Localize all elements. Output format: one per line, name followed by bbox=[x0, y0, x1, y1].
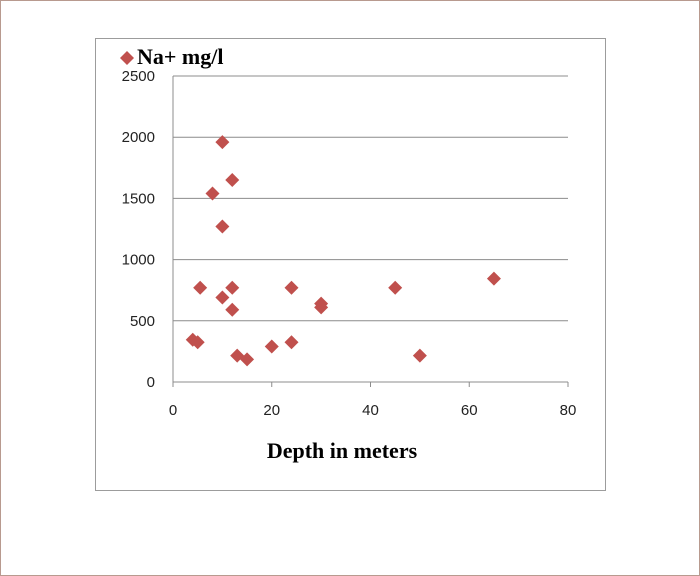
data-point bbox=[215, 135, 230, 150]
x-tick-label-80: 80 bbox=[560, 402, 577, 419]
data-point bbox=[225, 280, 240, 295]
data-point bbox=[215, 290, 230, 305]
data-points bbox=[185, 135, 501, 367]
data-point bbox=[190, 335, 205, 350]
x-tick-label-20: 20 bbox=[263, 402, 280, 419]
y-tick-label-500: 500 bbox=[130, 313, 155, 330]
data-point bbox=[240, 352, 255, 367]
data-point bbox=[215, 219, 230, 234]
data-point bbox=[225, 173, 240, 188]
data-point bbox=[388, 280, 403, 295]
data-point bbox=[205, 186, 220, 201]
y-tick-label-0: 0 bbox=[147, 374, 155, 391]
data-point bbox=[225, 302, 240, 317]
data-point bbox=[264, 339, 279, 354]
y-tick-label-1500: 1500 bbox=[122, 190, 155, 207]
data-point bbox=[314, 300, 329, 315]
chart-area-border bbox=[95, 38, 606, 491]
x-tick-label-60: 60 bbox=[461, 402, 478, 419]
data-point bbox=[486, 271, 501, 286]
x-tick-label-40: 40 bbox=[362, 402, 379, 419]
axes bbox=[172, 76, 568, 383]
legend-marker-diamond bbox=[120, 51, 134, 65]
x-tick-label-0: 0 bbox=[169, 402, 177, 419]
data-point bbox=[284, 280, 299, 295]
legend-label: Na+ mg/l bbox=[137, 44, 223, 69]
x-axis-label: Depth in meters bbox=[267, 438, 418, 463]
y-tick-label-1000: 1000 bbox=[122, 252, 155, 269]
y-tick-label-2000: 2000 bbox=[122, 129, 155, 146]
data-point bbox=[284, 335, 299, 350]
legend: Na+ mg/l bbox=[120, 44, 223, 69]
x-axis-ticks: 0 20 40 60 80 bbox=[169, 382, 577, 419]
gridlines bbox=[173, 75, 568, 322]
y-axis-ticks: 0 500 1000 1500 2000 2500 bbox=[122, 68, 155, 391]
data-point bbox=[193, 280, 208, 295]
y-tick-label-2500: 2500 bbox=[122, 68, 155, 85]
data-point bbox=[412, 348, 427, 363]
